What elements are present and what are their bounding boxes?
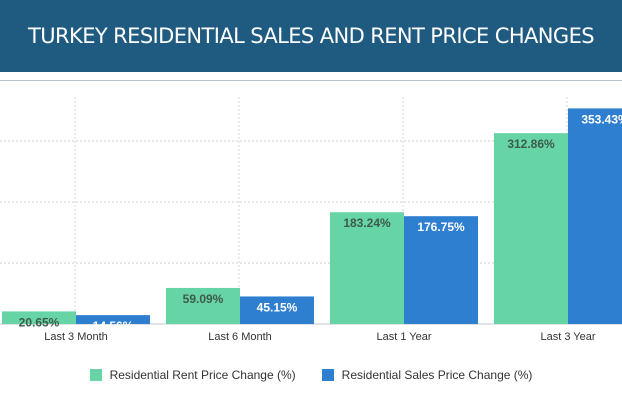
x-tick-label: Last 3 Year bbox=[540, 331, 595, 343]
legend-swatch-sales bbox=[321, 369, 334, 381]
bar-sales bbox=[404, 216, 478, 324]
chart-title: TURKEY RESIDENTIAL SALES AND RENT PRICE … bbox=[28, 24, 595, 48]
bar-sales bbox=[568, 108, 622, 324]
chart-header: TURKEY RESIDENTIAL SALES AND RENT PRICE … bbox=[0, 0, 622, 72]
data-label: 183.24% bbox=[343, 216, 391, 230]
data-label: 59.09% bbox=[183, 292, 224, 306]
data-label: 14.56% bbox=[93, 319, 134, 333]
bar-rent bbox=[494, 133, 568, 324]
legend: Residential Rent Price Change (%) Reside… bbox=[0, 368, 622, 382]
bar-rent bbox=[330, 212, 404, 324]
legend-item-sales[interactable]: Residential Sales Price Change (%) bbox=[321, 368, 533, 382]
legend-item-rent[interactable]: Residential Rent Price Change (%) bbox=[89, 368, 296, 382]
data-label: 20.65% bbox=[19, 315, 60, 329]
bar-rent bbox=[166, 287, 240, 324]
data-label: 353.43% bbox=[581, 112, 622, 126]
data-label: 176.75% bbox=[417, 220, 465, 234]
bar-sales bbox=[76, 315, 150, 324]
legend-label-rent: Residential Rent Price Change (%) bbox=[109, 368, 296, 382]
x-tick-label: Last 1 Year bbox=[376, 331, 431, 343]
x-tick-label: Last 6 Month bbox=[208, 331, 272, 343]
bar-rent bbox=[2, 311, 76, 324]
data-label: 45.15% bbox=[257, 300, 298, 314]
data-label: 312.86% bbox=[507, 137, 555, 151]
bar-sales bbox=[240, 296, 314, 324]
legend-swatch-rent bbox=[89, 369, 102, 381]
x-tick-label: Last 3 Month bbox=[44, 331, 108, 343]
legend-label-sales: Residential Sales Price Change (%) bbox=[341, 368, 533, 382]
plot-top-border bbox=[0, 80, 622, 81]
